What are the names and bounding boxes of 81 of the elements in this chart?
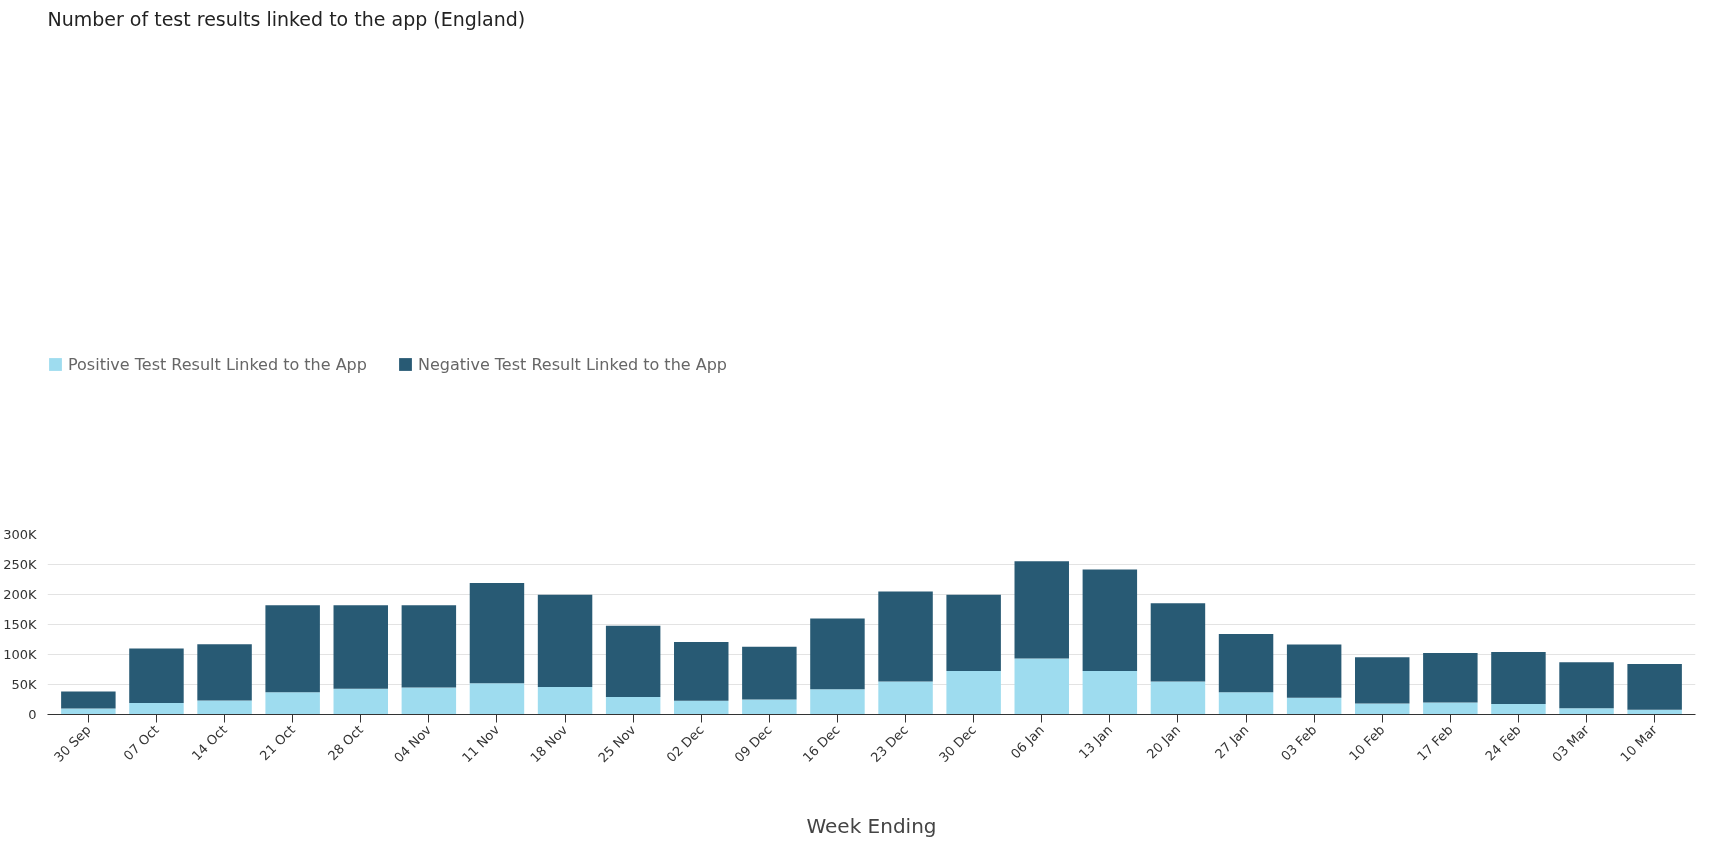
y-tick-label: 200K bbox=[3, 587, 37, 602]
bar bbox=[1014, 658, 1069, 715]
bar bbox=[537, 594, 593, 687]
x-tick-label: 07 Oct bbox=[120, 722, 162, 764]
bar bbox=[469, 583, 525, 684]
x-tick-label: 20 Jan bbox=[1143, 722, 1184, 762]
x-tick-label: 27 Jan bbox=[1211, 722, 1252, 762]
bar bbox=[129, 703, 184, 715]
y-tick-label: 300K bbox=[3, 527, 37, 542]
legend-label: Negative Test Result Linked to the App bbox=[417, 354, 727, 374]
bar bbox=[1423, 653, 1478, 703]
x-tick-label: 03 Feb bbox=[1277, 722, 1320, 764]
bar bbox=[810, 618, 865, 690]
bar bbox=[1491, 652, 1546, 704]
x-tick-label: 09 Dec bbox=[731, 722, 775, 766]
bar bbox=[946, 594, 1001, 671]
x-tick-label: 06 Jan bbox=[1007, 722, 1048, 762]
x-tick-label: 21 Oct bbox=[256, 722, 298, 764]
y-tick-label: 0 bbox=[28, 707, 37, 722]
bar bbox=[1150, 681, 1206, 715]
x-tick-label: 10 Mar bbox=[1617, 721, 1661, 765]
x-tick-label: 18 Nov bbox=[527, 721, 571, 766]
bar bbox=[878, 681, 933, 715]
bar bbox=[742, 646, 797, 700]
bar bbox=[605, 625, 661, 698]
bar bbox=[1286, 697, 1342, 715]
y-tick-label: 150K bbox=[3, 617, 37, 632]
bar bbox=[401, 605, 457, 688]
bar bbox=[61, 691, 116, 709]
x-tick-label: 30 Dec bbox=[935, 722, 979, 766]
x-tick-label: 03 Mar bbox=[1549, 721, 1593, 765]
chart-title: Number of test results linked to the app (England) bbox=[47, 7, 526, 30]
x-tick-label: 17 Feb bbox=[1414, 722, 1456, 764]
x-tick-label: 23 Dec bbox=[867, 722, 911, 766]
bar bbox=[742, 699, 797, 715]
bar bbox=[333, 688, 388, 715]
bar bbox=[1355, 657, 1410, 704]
x-tick-label: 04 Nov bbox=[390, 721, 435, 766]
bar bbox=[605, 697, 661, 715]
bar bbox=[1082, 569, 1138, 671]
bar bbox=[1355, 703, 1410, 715]
x-tick-label: 11 Nov bbox=[459, 721, 503, 766]
bar bbox=[1150, 603, 1206, 682]
bar bbox=[1423, 702, 1478, 715]
bar bbox=[1218, 634, 1274, 693]
bar bbox=[197, 644, 252, 701]
y-tick-label: 250K bbox=[3, 557, 37, 572]
bar bbox=[1218, 692, 1274, 715]
bar bbox=[1014, 561, 1069, 659]
bar bbox=[129, 648, 184, 704]
x-tick-label: 13 Jan bbox=[1075, 722, 1116, 762]
bar bbox=[333, 605, 388, 689]
legend-label: Positive Test Result Linked to the App bbox=[68, 354, 367, 374]
bar bbox=[401, 687, 457, 715]
y-tick-label: 100K bbox=[3, 647, 37, 662]
x-tick-label: 24 Feb bbox=[1482, 722, 1524, 764]
bar bbox=[946, 671, 1001, 715]
bar bbox=[674, 641, 729, 701]
x-tick-label: 25 Nov bbox=[595, 721, 639, 766]
bar bbox=[810, 689, 865, 715]
x-tick-label: 28 Oct bbox=[324, 722, 367, 764]
x-axis-title: Week Ending bbox=[806, 813, 937, 838]
bar bbox=[878, 591, 933, 682]
x-tick-label: 14 Oct bbox=[188, 722, 230, 764]
y-tick-label: 50K bbox=[11, 677, 37, 692]
bar bbox=[197, 700, 252, 715]
bar bbox=[1082, 671, 1138, 715]
bar bbox=[265, 605, 320, 693]
bar bbox=[1627, 664, 1682, 710]
bar bbox=[469, 683, 525, 715]
bar bbox=[1286, 644, 1342, 698]
bar bbox=[674, 700, 729, 715]
x-tick-label: 02 Dec bbox=[663, 722, 707, 766]
bar bbox=[1559, 662, 1614, 709]
bar bbox=[265, 692, 320, 715]
x-tick-label: 10 Feb bbox=[1346, 722, 1388, 764]
bar bbox=[1491, 704, 1546, 715]
bar bbox=[1559, 708, 1614, 715]
bar bbox=[537, 686, 593, 715]
x-tick-label: 30 Sep bbox=[51, 722, 94, 765]
x-tick-label: 16 Dec bbox=[799, 722, 843, 766]
